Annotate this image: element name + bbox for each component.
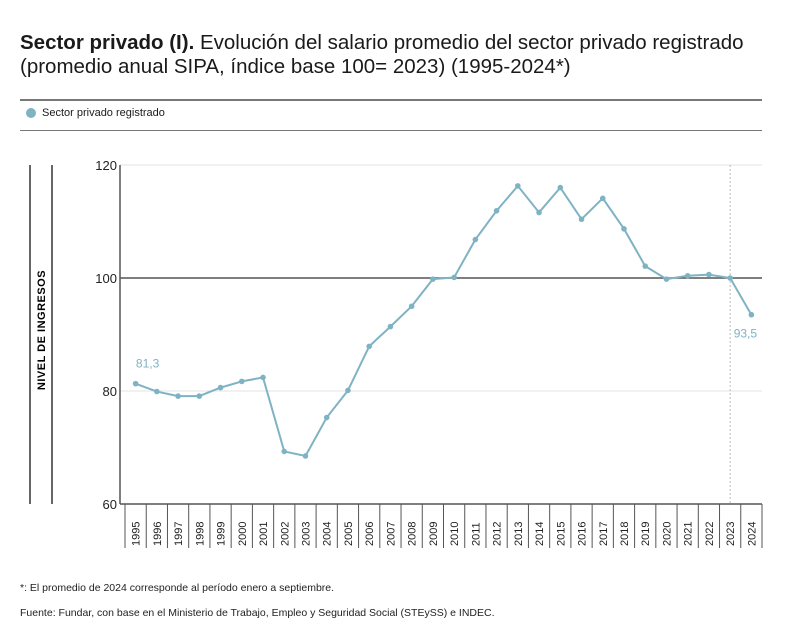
data-point bbox=[451, 274, 457, 281]
divider bbox=[20, 130, 762, 131]
x-tick-label: 2011 bbox=[470, 522, 482, 546]
x-tick-label: 2000 bbox=[237, 522, 249, 546]
data-point bbox=[493, 207, 500, 214]
data-point bbox=[366, 343, 372, 350]
x-tick-label: 2005 bbox=[343, 522, 355, 546]
x-tick-label: 2012 bbox=[492, 522, 504, 546]
series-line bbox=[135, 184, 753, 458]
data-point bbox=[260, 374, 266, 381]
x-tick-label: 1999 bbox=[216, 522, 228, 546]
data-point bbox=[663, 276, 670, 282]
data-point bbox=[536, 209, 542, 216]
data-point bbox=[217, 384, 224, 391]
x-tick-label: 2009 bbox=[428, 522, 440, 546]
x-tick-label: 1998 bbox=[194, 522, 206, 546]
data-point bbox=[323, 414, 330, 421]
x-tick-label: 2002 bbox=[279, 522, 291, 546]
data-point bbox=[302, 453, 309, 459]
data-point bbox=[175, 393, 181, 399]
x-tick-label: 2022 bbox=[704, 522, 716, 546]
x-tick-label: 2015 bbox=[555, 522, 567, 546]
data-point bbox=[578, 216, 585, 223]
title-bold: Sector privado (I). bbox=[20, 31, 195, 54]
x-tick-label: 2006 bbox=[364, 522, 376, 546]
x-tick-label: 1995 bbox=[131, 522, 143, 546]
data-label: 81,3 bbox=[136, 357, 160, 371]
x-tick-label: 1996 bbox=[152, 522, 164, 546]
x-tick-label: 2001 bbox=[258, 522, 270, 546]
x-tick-label: 2016 bbox=[577, 522, 589, 546]
y-tick-label: 80 bbox=[103, 384, 117, 399]
data-point bbox=[387, 323, 394, 330]
data-point bbox=[196, 393, 203, 399]
x-tick-label: 2021 bbox=[683, 522, 695, 546]
data-point bbox=[132, 380, 139, 387]
x-tick-label: 2024 bbox=[746, 522, 758, 546]
x-tick-label: 2013 bbox=[513, 522, 525, 546]
x-tick-label: 2014 bbox=[534, 522, 546, 546]
x-tick-label: 2007 bbox=[385, 522, 397, 546]
data-label: 93,5 bbox=[734, 327, 758, 341]
data-point bbox=[515, 183, 521, 189]
y-axis-label: NIVEL DE INGRESOS bbox=[36, 270, 48, 390]
data-point bbox=[599, 195, 606, 202]
source-note: Fuente: Fundar, con base en el Ministeri… bbox=[20, 607, 495, 619]
data-point bbox=[281, 448, 288, 455]
data-point bbox=[345, 387, 351, 394]
data-point bbox=[706, 271, 712, 278]
x-tick-label: 2023 bbox=[725, 522, 737, 546]
data-point bbox=[557, 184, 564, 191]
footnote: *: El promedio de 2024 corresponde al pe… bbox=[20, 582, 335, 594]
chart-title: Sector privado (I). Evolución del salari… bbox=[20, 31, 790, 79]
x-tick-label: 2018 bbox=[619, 522, 631, 546]
x-tick-label: 2008 bbox=[407, 522, 419, 546]
x-tick-label: 2003 bbox=[300, 522, 312, 546]
data-point bbox=[238, 378, 245, 385]
x-tick-label: 2010 bbox=[449, 522, 461, 546]
data-point bbox=[408, 303, 415, 310]
data-point bbox=[748, 311, 755, 318]
title-rest: Evolución del salario promedio del secto… bbox=[20, 31, 744, 78]
data-point bbox=[727, 275, 733, 281]
legend: Sector privado registrado bbox=[26, 107, 165, 119]
y-tick-label: 60 bbox=[103, 497, 117, 512]
data-point bbox=[472, 236, 479, 243]
y-tick-label: 120 bbox=[95, 158, 117, 173]
x-tick-label: 1997 bbox=[173, 522, 185, 546]
data-point bbox=[684, 272, 691, 279]
data-point bbox=[621, 226, 627, 232]
x-tick-label: 2020 bbox=[661, 522, 673, 546]
x-tick-label: 2004 bbox=[322, 522, 334, 546]
legend-label: Sector privado registrado bbox=[42, 107, 165, 119]
y-tick-label: 100 bbox=[95, 271, 117, 286]
legend-marker-icon bbox=[26, 108, 36, 118]
data-point bbox=[430, 276, 436, 282]
x-tick-label: 2019 bbox=[640, 522, 652, 546]
divider bbox=[20, 99, 762, 101]
x-tick-label: 2017 bbox=[598, 522, 610, 546]
data-point bbox=[154, 388, 160, 395]
data-point bbox=[642, 263, 649, 269]
